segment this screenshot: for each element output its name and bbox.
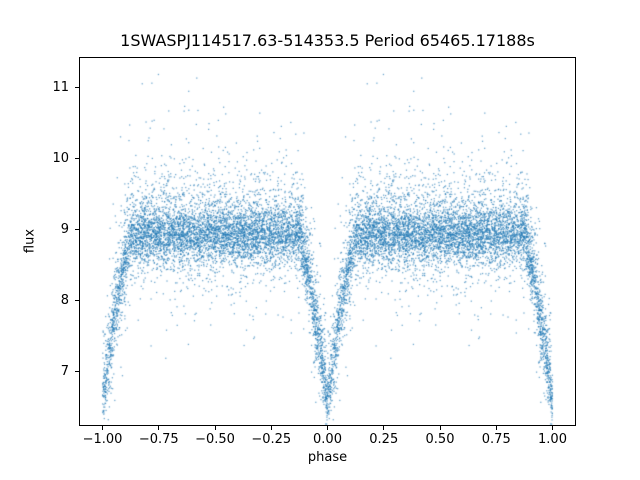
x-tick-mark (439, 426, 441, 430)
x-tick-label: 0.25 (369, 432, 399, 447)
x-tick-label: −0.75 (138, 432, 179, 447)
x-tick-mark (270, 426, 272, 430)
y-tick-label: 8 (60, 292, 69, 308)
x-tick-mark (102, 426, 103, 430)
x-tick-label: 0.50 (425, 432, 455, 447)
x-tick-mark (158, 426, 160, 430)
y-tick-label: 10 (52, 150, 69, 166)
y-tick-mark (75, 87, 79, 89)
x-tick-label: 0.00 (313, 432, 342, 447)
plot-title: 1SWASPJ114517.63-514353.5 Period 65465.1… (120, 31, 535, 50)
x-tick-label: −0.50 (195, 432, 235, 447)
y-tick-label: 11 (52, 79, 69, 95)
x-tick-mark (552, 426, 553, 430)
plot-frame (79, 57, 576, 426)
x-tick-mark (383, 426, 385, 430)
x-tick-mark (214, 426, 216, 430)
x-tick-mark (495, 426, 497, 430)
x-axis-label: phase (307, 450, 348, 465)
x-tick-label: 0.75 (481, 432, 511, 447)
y-tick-mark (75, 371, 79, 373)
x-tick-label: 1.00 (538, 432, 567, 447)
scatter-points-canvas (80, 58, 575, 425)
x-tick-label: −1.00 (82, 432, 123, 447)
x-tick-mark (327, 426, 328, 430)
y-tick-label: 9 (60, 221, 69, 237)
y-tick-mark (75, 229, 79, 231)
y-tick-mark (75, 158, 79, 160)
y-tick-mark (75, 300, 79, 302)
x-tick-label: −0.25 (251, 432, 292, 447)
y-tick-label: 7 (60, 363, 69, 379)
